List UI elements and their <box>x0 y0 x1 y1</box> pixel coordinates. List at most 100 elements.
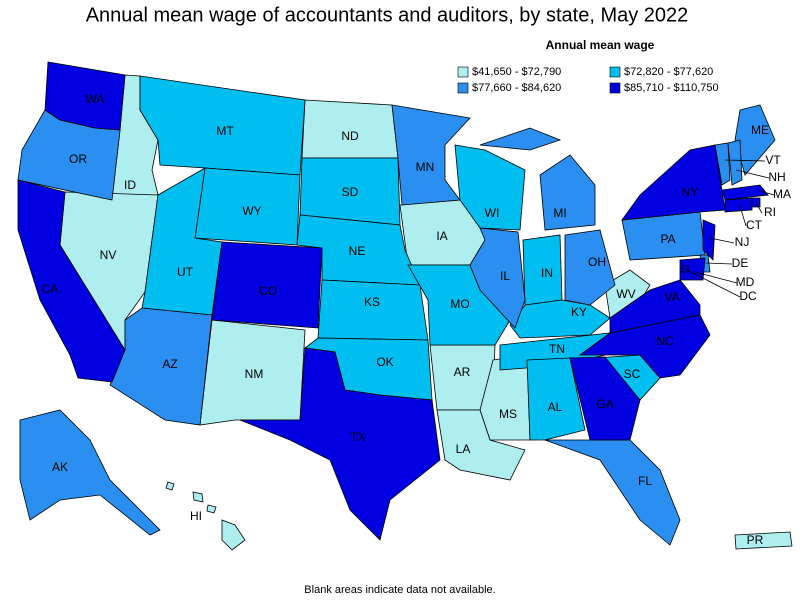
state-label: WY <box>242 204 261 218</box>
legend: $41,650 - $72,790 $72,820 - $77,620 $77,66… <box>457 66 719 94</box>
state-shape <box>436 409 526 481</box>
state-shape <box>621 144 726 221</box>
state-shape <box>679 257 706 281</box>
state-shape <box>724 197 753 213</box>
state-shape <box>239 347 441 541</box>
state-label: WA <box>86 92 105 106</box>
state-label: DC <box>739 289 757 303</box>
state-label: PA <box>660 232 675 246</box>
legend-label: $77,660 - $84,620 <box>472 82 561 94</box>
state-shape <box>221 519 246 551</box>
state-shape <box>165 481 175 491</box>
state-shape <box>526 357 586 441</box>
legend-label: $72,820 - $77,620 <box>624 66 713 78</box>
legend-swatch <box>609 66 621 78</box>
state-label: HI <box>190 509 202 523</box>
state-label: IA <box>436 229 447 243</box>
state-label: NE <box>349 244 366 258</box>
state-label: NY <box>682 185 699 199</box>
state-label: MT <box>216 124 234 138</box>
state-label: ND <box>341 129 359 143</box>
state-shape <box>734 531 793 550</box>
leader-line <box>705 262 733 265</box>
legend-swatch <box>609 82 621 94</box>
state-label: MS <box>499 407 517 421</box>
state-shape <box>317 279 429 341</box>
state-label: SD <box>342 185 359 199</box>
state-label: IL <box>500 269 510 283</box>
footnote: Blank areas indicate data not available. <box>304 584 495 596</box>
state-label: IN <box>541 266 553 280</box>
state-shape <box>109 307 213 426</box>
state-label: KS <box>364 295 380 309</box>
state-label: MN <box>416 160 435 174</box>
state-label: DE <box>732 256 749 270</box>
legend-swatch <box>457 66 469 78</box>
state-shape <box>721 184 769 201</box>
state-shape <box>391 104 471 206</box>
state-label: OR <box>69 152 87 166</box>
state-label: TN <box>549 342 565 356</box>
state-shape <box>509 299 611 339</box>
state-shape <box>139 75 306 176</box>
state-label: SC <box>624 367 641 381</box>
leader-line <box>755 202 763 214</box>
state-label: CA <box>42 282 59 296</box>
state-label: GA <box>596 397 613 411</box>
state-shape <box>714 142 731 186</box>
state-label: TX <box>350 430 365 444</box>
state-label: AK <box>52 460 68 474</box>
legend-label: $85,710 - $110,750 <box>624 82 719 94</box>
legend-label: $41,650 - $72,790 <box>472 66 561 78</box>
state-shape <box>734 104 776 176</box>
state-shape <box>192 491 204 503</box>
title: Annual mean wage of accountants and audi… <box>86 4 689 26</box>
state-label: MA <box>773 187 791 201</box>
state-shape <box>539 154 596 231</box>
state-shape <box>211 241 323 329</box>
state-label: NC <box>656 334 674 348</box>
state-shape <box>17 179 126 383</box>
state-label: WV <box>616 287 635 301</box>
leader-line <box>735 169 770 179</box>
state-label: LA <box>456 442 471 456</box>
state-shape <box>578 314 711 379</box>
leader-line <box>759 190 775 196</box>
state-shape <box>564 229 616 306</box>
state-label: ME <box>751 123 769 137</box>
state-shape <box>751 197 761 208</box>
state-label: NJ <box>735 235 750 249</box>
state-label: WI <box>485 206 500 220</box>
state-label: OK <box>376 355 393 369</box>
state-label: PR <box>747 533 764 547</box>
leader-line <box>739 205 747 227</box>
state-label: UT <box>177 265 194 279</box>
legend-swatch <box>457 82 469 94</box>
state-label: VA <box>664 290 679 304</box>
state-label: MD <box>736 275 755 289</box>
state-shape <box>727 139 743 186</box>
state-shape <box>44 61 126 131</box>
legend-title: Annual mean wage <box>546 38 655 52</box>
leader-line <box>709 237 735 244</box>
state-label: NH <box>768 170 785 184</box>
state-shape <box>19 409 161 536</box>
state-shape <box>569 356 641 441</box>
state-shape <box>544 439 681 546</box>
state-label: CO <box>259 284 277 298</box>
state-label: VT <box>765 153 781 167</box>
leader-line <box>684 268 741 298</box>
state-label: ID <box>124 178 136 192</box>
state-shape <box>702 219 716 261</box>
state-label: KY <box>571 305 587 319</box>
state-label: AL <box>548 400 563 414</box>
state-label: FL <box>638 474 652 488</box>
state-label: MO <box>450 297 469 311</box>
state-label: RI <box>764 205 776 219</box>
state-shape <box>206 504 217 514</box>
state-label: OH <box>588 255 606 269</box>
state-label: NV <box>100 248 117 262</box>
leader-line <box>724 159 766 162</box>
state-label: AR <box>454 365 471 379</box>
